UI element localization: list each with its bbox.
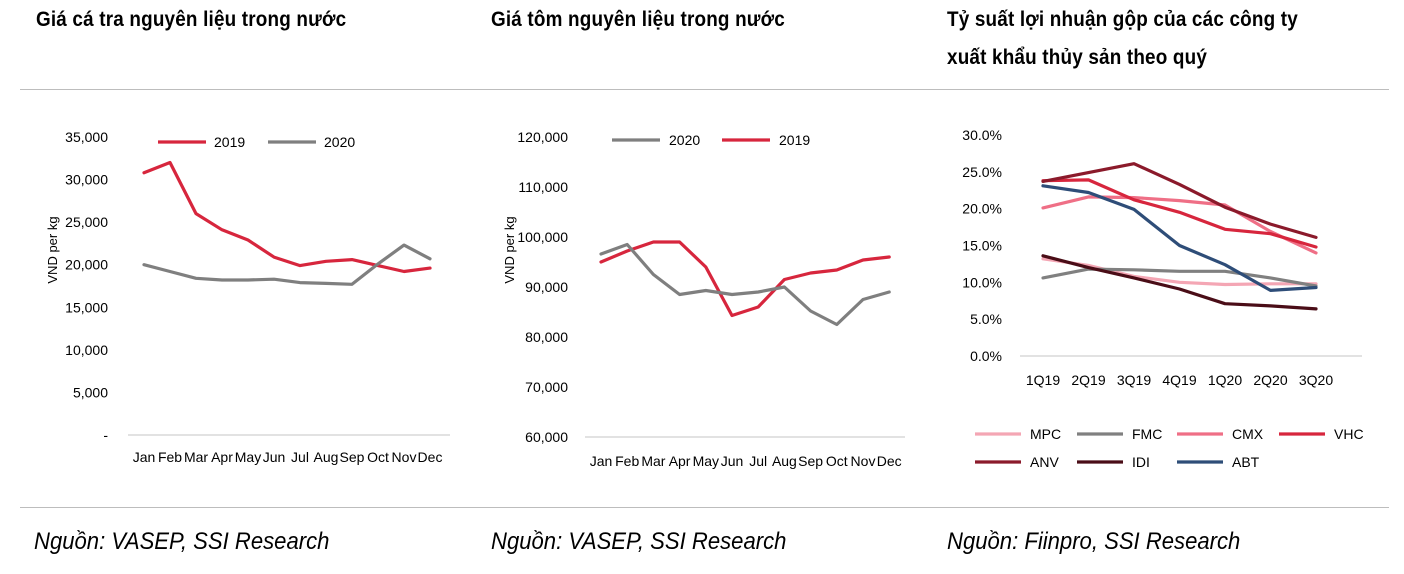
chart1-y-tick-label: 15,000	[65, 299, 108, 315]
chart2-x-tick-label: Jan	[590, 453, 613, 469]
chart1-source: Nguồn: VASEP, SSI Research	[34, 528, 330, 555]
chart3-x-tick-label: 1Q20	[1208, 372, 1242, 388]
chart2-source: Nguồn: VASEP, SSI Research	[491, 528, 787, 555]
chart1-x-tick-label: Jul	[291, 449, 309, 465]
chart1-x-tick-label: Sep	[340, 449, 365, 465]
chart1-y-axis-label: VND per kg	[45, 216, 60, 283]
chart2-x-tick-label: Mar	[641, 453, 665, 469]
chart2-y-tick-label: 110,000	[518, 179, 568, 195]
chart2-x-tick-label: Aug	[772, 453, 797, 469]
chart3-legend-label-vhc: VHC	[1334, 426, 1364, 442]
chart1-x-tick-label: Apr	[211, 449, 233, 465]
chart2-y-tick-label: 90,000	[525, 279, 568, 295]
chart1-series-2019-line	[142, 160, 432, 274]
chart3-series-abt-line	[1041, 184, 1318, 292]
chart1-x-tick-label: Dec	[418, 449, 443, 465]
chart1-legend-label-2019: 2019	[214, 134, 245, 150]
chart3-series-cmx-line	[1041, 195, 1318, 255]
chart3-legend-label-idi: IDI	[1132, 454, 1150, 470]
chart1-y-tick-label: 25,000	[65, 214, 108, 230]
chart3-y-tick-label: 20.0%	[962, 201, 1002, 217]
chart2-x-tick-label: Apr	[669, 453, 691, 469]
chart3-x-tick-label: 3Q19	[1117, 372, 1151, 388]
chart3-x-tick-label: 1Q19	[1026, 372, 1060, 388]
chart3-series-vhc-line	[1041, 178, 1318, 249]
chart2-y-tick-label: 120,000	[517, 129, 568, 145]
chart3-source: Nguồn: Fiinpro, SSI Research	[947, 528, 1241, 555]
chart3-x-tick-label: 4Q19	[1162, 372, 1196, 388]
chart2-y-tick-label: 100,000	[517, 229, 568, 245]
chart3-legend-label-abt: ABT	[1232, 454, 1260, 470]
chart1-y-tick-label: 20,000	[65, 257, 108, 273]
chart2-y-axis-label: VND per kg	[502, 216, 517, 283]
chart2-y-tick-label: 70,000	[525, 379, 568, 395]
chart2-x-tick-label: Sep	[798, 453, 823, 469]
chart3-y-tick-label: 0.0%	[970, 348, 1002, 364]
chart3-x-tick-label: 2Q19	[1071, 372, 1105, 388]
chart1-x-tick-label: Nov	[392, 449, 417, 465]
chart1-x-tick-label: Oct	[367, 449, 389, 465]
chart3-series-idi-line	[1041, 254, 1318, 311]
chart3-y-tick-label: 5.0%	[970, 311, 1002, 327]
chart3-legend-label-fmc: FMC	[1132, 426, 1162, 442]
chart1-y-tick-label: 30,000	[65, 172, 108, 188]
chart2-x-tick-label: May	[693, 453, 719, 469]
chart1-x-tick-label: Mar	[184, 449, 208, 465]
chart3-x-tick-label: 2Q20	[1253, 372, 1287, 388]
chart3-legend-label-anv: ANV	[1030, 454, 1059, 470]
chart3-y-tick-label: 25.0%	[962, 164, 1002, 180]
chart2-y-tick-label: 60,000	[525, 429, 568, 445]
chart1-x-tick-label: Aug	[314, 449, 339, 465]
chart2-series-2020-line	[599, 242, 891, 327]
chart2-x-tick-label: Jul	[749, 453, 767, 469]
chart3-y-tick-label: 15.0%	[962, 238, 1002, 254]
chart3-legend-label-mpc: MPC	[1030, 426, 1061, 442]
chart3-title-line2: xuất khẩu thủy sản theo quý	[947, 46, 1208, 69]
chart1-x-tick-label: Jan	[133, 449, 156, 465]
chart1-x-tick-label: Jun	[263, 449, 286, 465]
chart3-series-mpc-line	[1041, 257, 1318, 287]
chart1-legend-label-2020: 2020	[324, 134, 355, 150]
chart2-x-tick-label: Dec	[877, 453, 902, 469]
chart2-x-tick-label: Feb	[615, 453, 639, 469]
chart1-y-tick-label: 10,000	[65, 342, 108, 358]
chart3-title-line1: Tỷ suất lợi nhuận gộp của các công ty	[947, 8, 1298, 31]
chart2-legend-label-2019: 2019	[779, 132, 810, 148]
chart3-y-tick-label: 10.0%	[962, 274, 1002, 290]
chart2-x-tick-label: Nov	[851, 453, 876, 469]
chart1-title: Giá cá tra nguyên liệu trong nước	[36, 8, 347, 31]
chart1-series-2020-line	[142, 243, 432, 286]
chart2-x-tick-label: Jun	[721, 453, 744, 469]
chart2-series-2019-line	[599, 240, 891, 318]
chart1-x-tick-label: Feb	[158, 449, 182, 465]
chart1-y-tick-label: -	[103, 427, 108, 443]
footer-divider	[20, 507, 1389, 508]
chart1-y-tick-label: 35,000	[65, 129, 108, 145]
chart2-y-tick-label: 80,000	[525, 329, 568, 345]
chart3-x-tick-label: 3Q20	[1299, 372, 1333, 388]
chart2-legend-label-2020: 2020	[669, 132, 700, 148]
header-divider	[20, 89, 1389, 90]
chart3-legend-label-cmx: CMX	[1232, 426, 1264, 442]
chart3-series-anv-line	[1041, 162, 1318, 239]
chart3-y-tick-label: 30.0%	[962, 127, 1002, 143]
chart1-x-tick-label: May	[235, 449, 261, 465]
chart1-y-tick-label: 5,000	[73, 384, 108, 400]
chart2-title: Giá tôm nguyên liệu trong nước	[491, 8, 785, 31]
chart2-x-tick-label: Oct	[826, 453, 848, 469]
